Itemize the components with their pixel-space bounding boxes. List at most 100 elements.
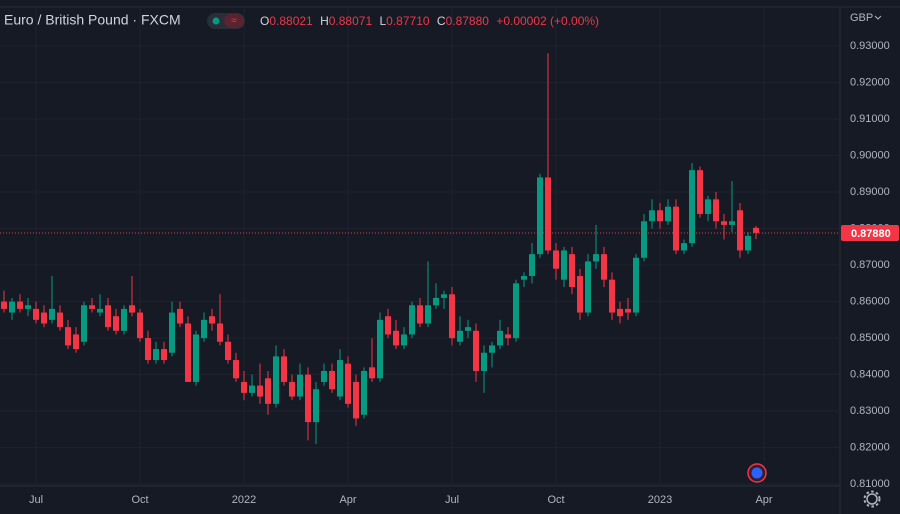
candle-body <box>25 305 31 309</box>
candle-body <box>729 221 735 225</box>
candle-body <box>209 316 215 324</box>
candle-body <box>145 338 151 361</box>
candle-body <box>505 334 511 339</box>
candle-body <box>433 297 439 306</box>
ohlc-legend: O0.88021 H0.88071 L0.87710 C0.87880 +0.0… <box>260 14 599 28</box>
toggle-right <box>224 14 244 28</box>
candle-body <box>617 308 623 317</box>
candle-body <box>73 334 79 350</box>
y-tick-label: 0.81000 <box>850 478 890 490</box>
candle-body <box>65 327 71 346</box>
chart-title: Euro / British Pound · FXCM <box>4 12 181 28</box>
candle-body <box>329 370 335 390</box>
candle-body <box>241 381 247 393</box>
candle-body <box>673 206 679 251</box>
candle-body <box>89 305 95 309</box>
candle-body <box>201 319 207 339</box>
candle-body <box>569 254 575 287</box>
candle-body <box>457 330 463 342</box>
candle-body <box>305 374 311 423</box>
candle-body <box>57 312 63 328</box>
y-tick-label: 0.87000 <box>850 259 890 271</box>
event-core <box>751 467 763 479</box>
candle-body <box>137 312 143 339</box>
candle-body <box>33 308 39 320</box>
y-tick-label: 0.91000 <box>850 113 890 125</box>
candle-body <box>353 381 359 419</box>
candle-body <box>113 316 119 331</box>
y-tick-label: 0.86000 <box>850 295 890 307</box>
candle-body <box>737 210 743 251</box>
candle-body <box>689 170 695 244</box>
currency[interactable]: GBP <box>850 12 873 24</box>
candle-body <box>425 305 431 324</box>
last-price-label: 0.87880 <box>851 228 891 240</box>
candle-body <box>249 385 255 393</box>
candle-body <box>497 330 503 346</box>
settings-icon[interactable] <box>863 490 881 508</box>
y-tick-label: 0.90000 <box>850 149 890 161</box>
y-tick-label: 0.92000 <box>850 76 890 88</box>
toggle-symbol: ≈ <box>231 16 237 27</box>
candle-body <box>513 283 519 339</box>
last-price-badge <box>841 224 899 241</box>
candle-body <box>97 308 103 313</box>
candle-body <box>105 305 111 328</box>
candles <box>0 53 840 445</box>
candle-body <box>473 330 479 371</box>
c-label: C <box>437 14 446 28</box>
candle-body <box>409 305 415 335</box>
candle-body <box>297 374 303 397</box>
candle-body <box>17 301 23 309</box>
candle-body <box>41 312 47 324</box>
candle-body <box>345 363 351 404</box>
l-label: L <box>379 14 386 28</box>
candle-body <box>401 334 407 346</box>
x-tick-label: Oct <box>547 494 564 506</box>
candle-body <box>225 341 231 361</box>
candle-body <box>585 261 591 313</box>
candle-body <box>417 305 423 324</box>
y-tick-label: 0.93000 <box>850 40 890 52</box>
candle-body <box>449 294 455 339</box>
candle-body <box>289 381 295 397</box>
candle-body <box>369 367 375 379</box>
candle-body <box>393 330 399 346</box>
x-tick-label: 2022 <box>232 494 256 506</box>
candle-body <box>377 319 383 379</box>
candle-body <box>665 206 671 222</box>
candle-body <box>81 305 87 342</box>
gear-teeth <box>863 490 881 508</box>
candle-body <box>705 199 711 214</box>
y-tick-label: 0.85000 <box>850 332 890 344</box>
candle-body <box>697 170 703 214</box>
toggle-icon[interactable]: ≈ <box>207 13 245 29</box>
toggle-dot <box>212 17 220 25</box>
candle-body <box>337 360 343 397</box>
candle-body <box>601 254 607 280</box>
candle-body <box>185 323 191 382</box>
candle-body <box>649 210 655 222</box>
candle-body <box>385 316 391 335</box>
candle-body <box>721 221 727 225</box>
candle-body <box>161 349 167 361</box>
candle-body <box>257 385 263 397</box>
x-tick-label: Apr <box>339 494 356 506</box>
candle-body <box>273 356 279 404</box>
candle-body <box>521 276 527 280</box>
x-tick-label: Oct <box>131 494 148 506</box>
candle-body <box>1 301 7 309</box>
o-value: 0.88021 <box>269 14 313 28</box>
candle-body <box>233 360 239 379</box>
candle-body <box>217 323 223 342</box>
candle-body <box>713 199 719 222</box>
candle-body <box>441 294 447 298</box>
candle-body <box>553 250 559 269</box>
candle-body <box>625 308 631 313</box>
candle-body <box>529 254 535 277</box>
candle-body <box>265 378 271 404</box>
candle-body <box>121 308 127 331</box>
event-icon[interactable] <box>747 463 767 483</box>
